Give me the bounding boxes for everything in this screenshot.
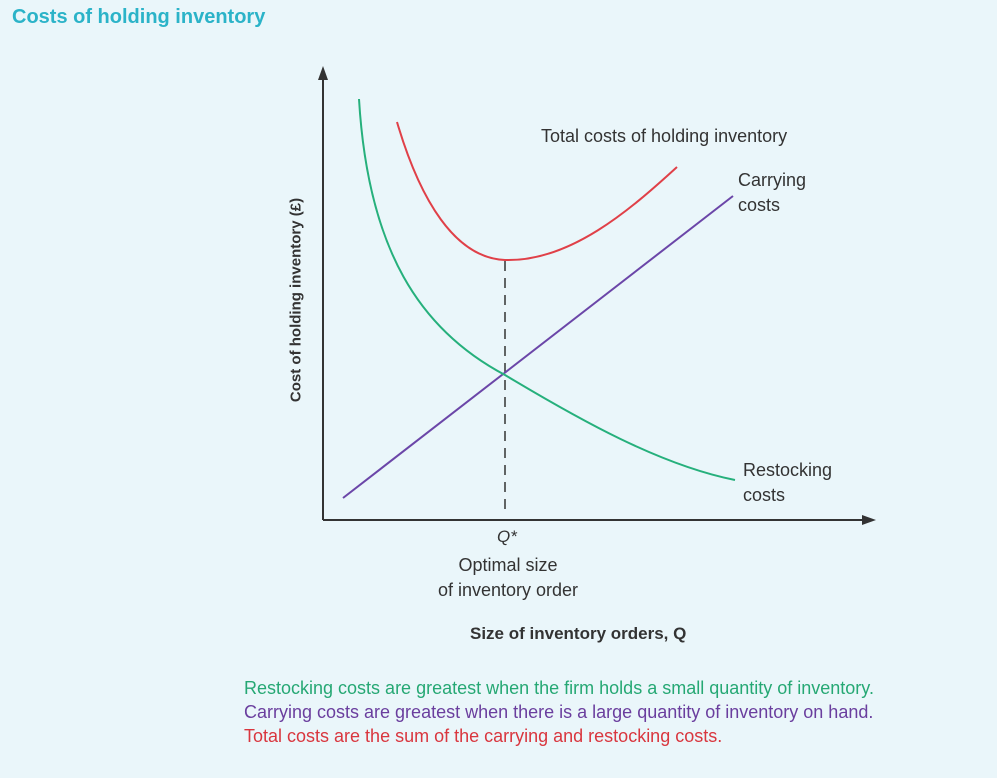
restocking-costs-curve — [358, 98, 736, 481]
restocking-costs-label-2: costs — [743, 485, 786, 505]
note-carrying: Carrying costs are greatest when there i… — [244, 702, 874, 722]
restocking-costs-label-1: Restocking — [743, 460, 833, 480]
optimal-size-line-2: of inventory order — [437, 580, 579, 600]
carrying-costs-line — [342, 195, 734, 499]
note-restocking: Restocking costs are greatest when the f… — [244, 678, 874, 698]
notes: Restocking costs are greatest when the f… — [244, 676, 874, 748]
y-axis-label: Cost of holding inventory (£) — [287, 197, 305, 403]
y-axis-arrow-icon — [318, 66, 328, 80]
q-star-label: Q* — [497, 527, 517, 546]
x-axis-label: Size of inventory orders, Q — [470, 624, 687, 643]
carrying-costs-label-2: costs — [738, 195, 781, 215]
optimal-size-line-1: Optimal size — [458, 555, 558, 575]
optimal-size-label: Optimal size of inventory order — [426, 553, 590, 603]
note-total: Total costs are the sum of the carrying … — [244, 726, 723, 746]
total-costs-curve — [396, 121, 678, 262]
x-axis-arrow-icon — [862, 515, 876, 525]
carrying-costs-label-1: Carrying — [738, 170, 807, 190]
axes — [318, 66, 876, 525]
page-title: Costs of holding inventory — [12, 6, 266, 28]
total-costs-label: Total costs of holding inventory — [541, 126, 788, 146]
